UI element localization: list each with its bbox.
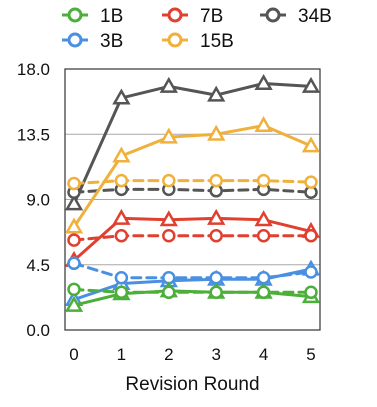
series-7B-dashed <box>67 229 318 247</box>
data-point <box>112 88 131 105</box>
data-point <box>159 76 178 93</box>
data-point <box>304 229 318 243</box>
data-point <box>304 175 318 189</box>
legend-label: 1B <box>100 6 123 27</box>
legend-swatch-marker <box>167 32 183 48</box>
data-point <box>256 285 271 300</box>
legend-label: 7B <box>200 6 223 27</box>
data-point <box>162 173 176 188</box>
series-1B-dashed <box>67 282 318 300</box>
data-point <box>256 173 271 188</box>
data-point <box>64 217 84 234</box>
plot-frame <box>64 68 321 331</box>
series-line <box>72 187 313 194</box>
legend-item-7B: 7B <box>162 6 223 27</box>
legend-swatch-marker <box>67 7 83 23</box>
x-tick-label: 2 <box>164 345 173 364</box>
legend-label: 15B <box>200 31 234 52</box>
legend-swatch-marker <box>265 7 281 23</box>
y-tick-label: 9.0 <box>26 191 50 210</box>
data-point <box>301 76 321 93</box>
data-point <box>112 146 131 163</box>
data-point <box>159 127 178 144</box>
data-point <box>159 210 178 227</box>
legend-label: 3B <box>100 31 123 52</box>
data-point <box>209 229 223 243</box>
data-point <box>301 136 321 153</box>
series-line <box>72 216 313 262</box>
data-point <box>254 73 273 90</box>
data-point <box>67 282 81 297</box>
data-point <box>304 265 318 279</box>
data-point <box>207 124 226 141</box>
gridlines <box>65 133 320 266</box>
data-point <box>209 285 223 300</box>
data-point <box>114 271 129 285</box>
data-point <box>256 271 271 285</box>
data-point <box>67 233 81 247</box>
legend-item-34B: 34B <box>260 6 332 27</box>
series-line <box>72 234 313 242</box>
x-tick-label: 0 <box>69 345 78 364</box>
x-axis-title: Revision Round <box>125 374 259 395</box>
x-tick-label: 1 <box>117 345 126 364</box>
data-point <box>254 116 273 133</box>
data-point <box>67 256 81 271</box>
data-point <box>114 285 129 300</box>
series-15B-dashed <box>67 173 318 191</box>
y-tick-labels: 0.0 4.5 9.0 13.5 18.0 <box>17 60 50 340</box>
legend-label: 34B <box>298 6 332 27</box>
series-line <box>72 179 313 186</box>
legend-item-3B: 3B <box>62 31 123 52</box>
x-tick-label: 3 <box>211 345 220 364</box>
series-34B-dashed <box>67 182 318 199</box>
series-line <box>72 82 313 206</box>
data-point <box>112 208 131 225</box>
x-tick-label: 5 <box>306 345 315 364</box>
plot-border <box>64 68 321 331</box>
legend-item-15B: 15B <box>162 31 234 52</box>
series-group <box>64 73 321 312</box>
data-point <box>209 271 223 285</box>
y-tick-label: 18.0 <box>17 60 50 79</box>
series-3B-dashed <box>67 256 318 285</box>
x-tick-label: 4 <box>259 345 268 364</box>
legend-swatch-marker <box>167 7 183 23</box>
legend-swatch-marker <box>67 32 83 48</box>
y-tick-label: 13.5 <box>17 125 50 144</box>
legend-item-1B: 1B <box>62 6 123 27</box>
series-34B-solid <box>64 73 321 211</box>
data-point <box>162 285 176 300</box>
legend: 1B 7B 34B 3B 15B <box>62 6 332 52</box>
data-point <box>67 176 81 191</box>
data-point <box>114 173 129 188</box>
data-point <box>254 210 273 227</box>
data-point <box>114 229 129 243</box>
data-point <box>162 229 176 243</box>
series-line <box>72 261 313 280</box>
data-point <box>304 285 318 300</box>
data-point <box>64 194 84 211</box>
series-line <box>72 287 313 294</box>
data-point <box>64 295 84 312</box>
data-point <box>209 173 223 188</box>
series-line <box>72 124 313 229</box>
data-point <box>207 208 226 225</box>
y-tick-label: 0.0 <box>26 321 50 340</box>
series-15B-solid <box>64 116 321 234</box>
y-tick-label: 4.5 <box>26 256 50 275</box>
x-tick-labels: 0 1 2 3 4 5 <box>69 345 315 364</box>
data-point <box>207 85 226 102</box>
data-point <box>256 229 271 243</box>
